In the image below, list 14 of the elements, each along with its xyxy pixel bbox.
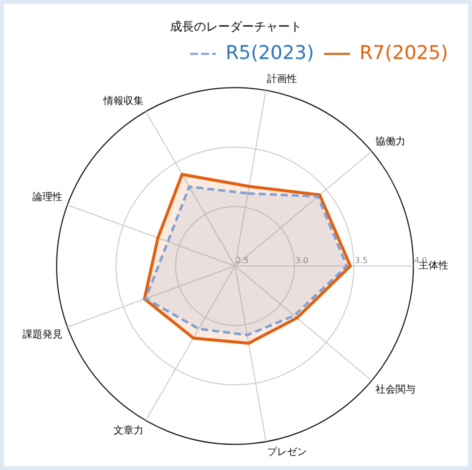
- chart-title: 成長のレーダーチャート: [170, 19, 302, 34]
- legend-label: R5(2023): [226, 42, 314, 64]
- spoke-label: 論理性: [32, 190, 63, 203]
- spoke-label: 社会関与: [375, 383, 416, 396]
- y-tick-label: 2.5: [236, 256, 249, 266]
- legend-label: R7(2025): [360, 42, 448, 64]
- y-tick-label: 3.5: [354, 256, 368, 266]
- spoke-label: プレゼン: [266, 446, 307, 458]
- spoke-label: 情報収集: [102, 94, 144, 107]
- spoke-label: 文章力: [113, 424, 144, 436]
- y-tick-label: 3.0: [295, 256, 308, 266]
- spoke-label: 計画性: [266, 72, 297, 85]
- spoke-label: 課題発見: [22, 328, 63, 340]
- spoke-label: 協働力: [375, 136, 406, 148]
